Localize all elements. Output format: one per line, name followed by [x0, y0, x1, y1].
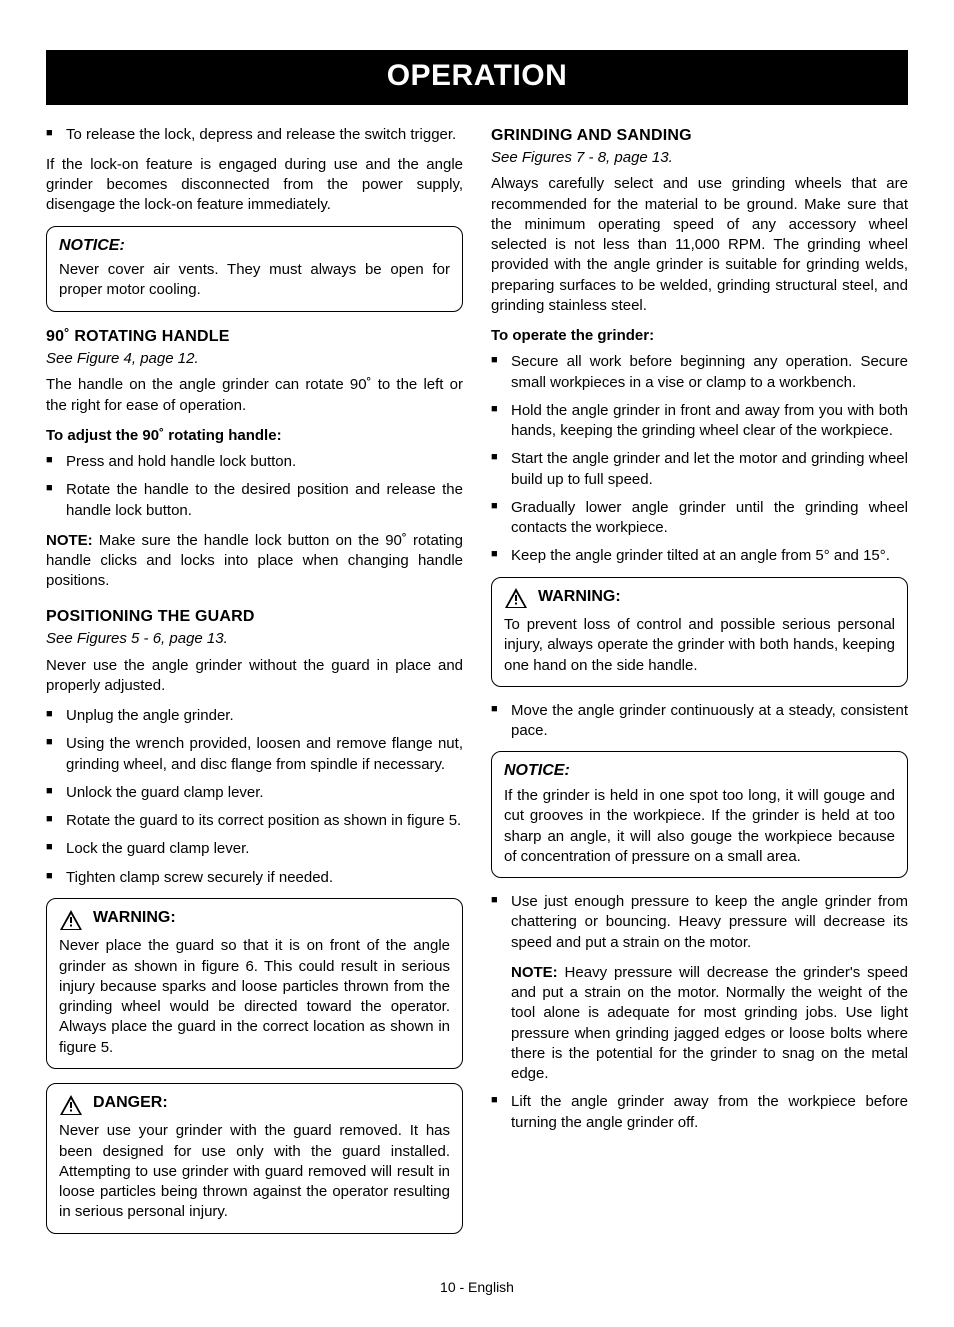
warning-triangle-icon [504, 587, 528, 609]
figure-reference: See Figure 4, page 12. [46, 349, 463, 369]
page-banner: OPERATION [46, 50, 908, 105]
danger-title: DANGER: [93, 1092, 168, 1114]
rotating-handle-steps: Press and hold handle lock button. Rotat… [46, 452, 463, 521]
operate-steps-4: Lift the angle grinder away from the wor… [491, 1092, 908, 1133]
list-item: Gradually lower angle grinder until the … [491, 498, 908, 539]
note-label: NOTE: [511, 964, 558, 981]
warning-body: Never place the guard so that it is on f… [59, 936, 450, 1058]
list-item: Rotate the handle to the desired positio… [46, 480, 463, 521]
note-text: Heavy pressure will decrease the grinder… [511, 964, 908, 1082]
warning-title: WARNING: [93, 907, 176, 929]
notice-box: NOTICE: Never cover air vents. They must… [46, 226, 463, 312]
guard-steps: Unplug the angle grinder. Using the wren… [46, 706, 463, 888]
notice-title: NOTICE: [504, 760, 895, 782]
list-item: Use just enough pressure to keep the ang… [491, 892, 908, 953]
warning-title: WARNING: [538, 586, 621, 608]
list-item: Keep the angle grinder tilted at an angl… [491, 546, 908, 566]
rotating-handle-note: NOTE: Make sure the handle lock button o… [46, 531, 463, 592]
warning-box: WARNING: To prevent loss of control and … [491, 577, 908, 687]
figure-reference: See Figures 7 - 8, page 13. [491, 148, 908, 168]
warning-body: To prevent loss of control and possible … [504, 615, 895, 676]
list-item: Using the wrench provided, loosen and re… [46, 734, 463, 775]
note-text: Make sure the handle lock button on the … [46, 532, 463, 590]
operate-steps-1: Secure all work before beginning any ope… [491, 352, 908, 566]
rotating-handle-paragraph: The handle on the angle grinder can rota… [46, 375, 463, 416]
page-footer: 10 - English [46, 1278, 908, 1297]
list-item: Unplug the angle grinder. [46, 706, 463, 726]
guard-paragraph: Never use the angle grinder without the … [46, 656, 463, 697]
notice-title: NOTICE: [59, 235, 450, 257]
danger-header: DANGER: [59, 1092, 450, 1118]
warning-header: WARNING: [504, 586, 895, 612]
notice-box: NOTICE: If the grinder is held in one sp… [491, 751, 908, 878]
notice-body: If the grinder is held in one spot too l… [504, 786, 895, 867]
list-item: Hold the angle grinder in front and away… [491, 401, 908, 442]
right-column: GRINDING AND SANDING See Figures 7 - 8, … [491, 125, 908, 1248]
grinding-paragraph: Always carefully select and use grinding… [491, 174, 908, 316]
operate-steps-3: Use just enough pressure to keep the ang… [491, 892, 908, 953]
list-item: Press and hold handle lock button. [46, 452, 463, 472]
list-item: To release the lock, depress and release… [46, 125, 463, 145]
grinding-note: NOTE: Heavy pressure will decrease the g… [491, 963, 908, 1085]
figure-reference: See Figures 5 - 6, page 13. [46, 629, 463, 649]
danger-box: DANGER: Never use your grinder with the … [46, 1083, 463, 1234]
adjust-subheading: To adjust the 90˚ rotating handle: [46, 426, 463, 446]
list-item: Rotate the guard to its correct position… [46, 811, 463, 831]
list-item: Unlock the guard clamp lever. [46, 783, 463, 803]
guard-heading: POSITIONING THE GUARD [46, 606, 463, 628]
list-item: Secure all work before beginning any ope… [491, 352, 908, 393]
rotating-handle-heading: 90˚ ROTATING HANDLE [46, 326, 463, 348]
list-item: Move the angle grinder continuously at a… [491, 701, 908, 742]
warning-triangle-icon [59, 1094, 83, 1116]
warning-triangle-icon [59, 909, 83, 931]
list-item: Lock the guard clamp lever. [46, 839, 463, 859]
grinding-heading: GRINDING AND SANDING [491, 125, 908, 147]
notice-body: Never cover air vents. They must always … [59, 260, 450, 301]
content-columns: To release the lock, depress and release… [46, 125, 908, 1248]
left-column: To release the lock, depress and release… [46, 125, 463, 1248]
lockon-paragraph: If the lock-on feature is engaged during… [46, 155, 463, 216]
list-item: Lift the angle grinder away from the wor… [491, 1092, 908, 1133]
warning-box: WARNING: Never place the guard so that i… [46, 898, 463, 1069]
warning-header: WARNING: [59, 907, 450, 933]
list-item: Start the angle grinder and let the moto… [491, 449, 908, 490]
operate-subheading: To operate the grinder: [491, 326, 908, 346]
operate-steps-2: Move the angle grinder continuously at a… [491, 701, 908, 742]
list-item: Tighten clamp screw securely if needed. [46, 868, 463, 888]
danger-body: Never use your grinder with the guard re… [59, 1121, 450, 1222]
note-label: NOTE: [46, 532, 93, 549]
release-list: To release the lock, depress and release… [46, 125, 463, 145]
